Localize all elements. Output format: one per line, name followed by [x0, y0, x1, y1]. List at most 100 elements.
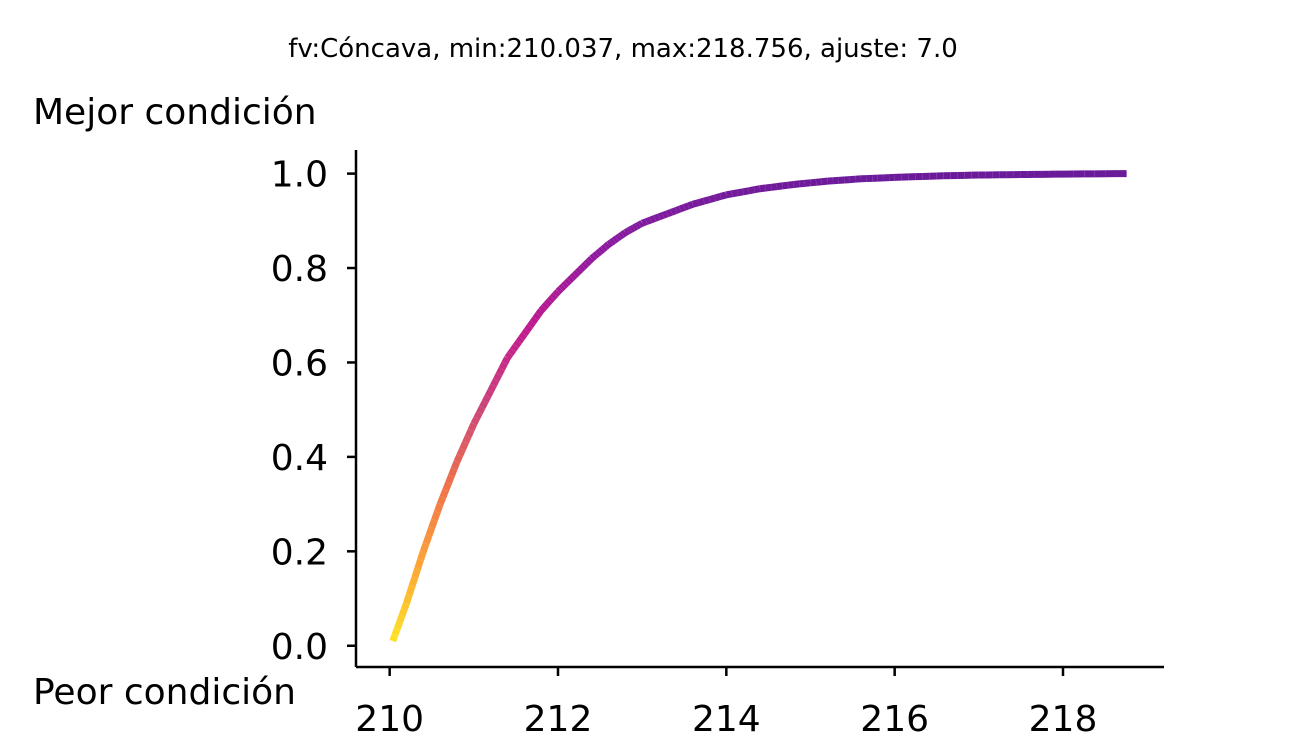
- curve-segment: [614, 233, 622, 242]
- curve-segment: [422, 534, 433, 545]
- curve-segment: [719, 191, 728, 200]
- curve-segment: [569, 272, 578, 281]
- curve-segment: [580, 261, 589, 270]
- curve-segment: [798, 179, 806, 188]
- curve-segment: [448, 467, 458, 478]
- y-tick-label: 0.6: [271, 343, 328, 384]
- curve-segment: [793, 180, 800, 188]
- curve-segment: [683, 202, 690, 211]
- curve-segment: [493, 372, 503, 382]
- curve-segment: [510, 343, 519, 352]
- curve-segment: [603, 241, 611, 250]
- curve-segment: [513, 339, 522, 348]
- curve-segment: [495, 367, 506, 376]
- curve-segment: [566, 275, 575, 284]
- curve-segment: [507, 347, 516, 356]
- chart-title: fv:Cóncava, min:210.037, max:218.756, aj…: [288, 34, 958, 64]
- curve-segment: [787, 180, 795, 189]
- curve-segment: [674, 205, 682, 214]
- curve-segment: [595, 248, 603, 257]
- curve-segment: [529, 316, 539, 325]
- curve-segment: [629, 224, 636, 233]
- curve-segment: [436, 495, 447, 506]
- axes-layer: 210 212 214 216 218 0.0 0.2 0.4 0.6 0.8 1.0: [271, 150, 1164, 740]
- curve-segment: [782, 181, 789, 190]
- curve-segment: [597, 246, 606, 255]
- curve-segment: [612, 235, 619, 244]
- curve-segment: [442, 481, 452, 492]
- curve-segment: [465, 428, 475, 438]
- curve-segment: [501, 356, 511, 365]
- curve-segment: [691, 199, 700, 208]
- curve-segment: [609, 237, 617, 246]
- curve-segment: [504, 351, 514, 360]
- curve-segment: [731, 189, 739, 198]
- curve-segment: [396, 614, 406, 624]
- curve-segment: [431, 510, 441, 522]
- curve-segment: [476, 405, 486, 415]
- curve-segment: [725, 190, 733, 199]
- curve-segment: [558, 283, 567, 292]
- curve-segment: [583, 258, 592, 267]
- y-tick-label: 1.0: [271, 155, 328, 196]
- curve-segment: [411, 567, 422, 579]
- curve-segment: [420, 542, 430, 553]
- curve-segment: [544, 298, 553, 307]
- curve-segment: [666, 208, 673, 218]
- curve-segment: [467, 422, 478, 432]
- curve-segment: [753, 185, 761, 194]
- curve-segment: [577, 264, 586, 273]
- curve-segment: [462, 435, 472, 445]
- curve-segment: [714, 193, 722, 202]
- curve-segment: [403, 593, 413, 605]
- curve-segment: [617, 231, 625, 240]
- curve-segment: [678, 204, 686, 213]
- curve-segment: [653, 213, 661, 222]
- x-tick-label: 210: [355, 699, 424, 740]
- curve-segment: [708, 194, 717, 203]
- y-tick-label: 0.2: [271, 532, 328, 573]
- curve-segment: [804, 179, 811, 187]
- x-tick-label: 218: [1029, 699, 1098, 740]
- curve-segment: [400, 602, 410, 611]
- curve-segment: [549, 292, 558, 301]
- curve-segment: [398, 608, 408, 618]
- x-tick-label: 214: [692, 699, 761, 740]
- curve-segment: [815, 178, 823, 186]
- curve-segment: [632, 223, 639, 231]
- y-tick-label: 0.8: [271, 249, 328, 290]
- x-tick-label: 212: [524, 699, 593, 740]
- curve-segment: [450, 460, 461, 470]
- curve-segment: [592, 251, 600, 259]
- curve-segment: [561, 280, 569, 289]
- curve-segment: [736, 188, 744, 197]
- curve-segment: [748, 186, 756, 195]
- curve-segment: [428, 518, 438, 529]
- curve-segment: [498, 361, 508, 371]
- curve-segment: [453, 453, 464, 464]
- curve-segment: [623, 227, 630, 236]
- curve-segment: [417, 550, 427, 562]
- curve-segment: [456, 447, 466, 457]
- curve-segment: [575, 267, 583, 275]
- curve-segment: [518, 332, 528, 341]
- curve-segment: [459, 441, 469, 451]
- curve-segment: [600, 244, 608, 252]
- curve-segment: [425, 526, 436, 537]
- curve-segment: [670, 207, 678, 216]
- curve-segment: [541, 301, 550, 310]
- curve-segment: [649, 215, 657, 224]
- curve-segment: [821, 177, 828, 186]
- curve-segment: [527, 320, 536, 329]
- curve-segment: [521, 328, 530, 337]
- curve-segment: [532, 312, 542, 321]
- curve-segment: [389, 633, 399, 643]
- curve-segment: [538, 305, 547, 313]
- y-tick-label: 0.0: [271, 627, 328, 668]
- curve-segment: [606, 239, 614, 248]
- curve-segment: [391, 627, 401, 636]
- curve-segment: [408, 576, 419, 588]
- curve-segment: [535, 308, 545, 317]
- curve-segment: [572, 269, 581, 278]
